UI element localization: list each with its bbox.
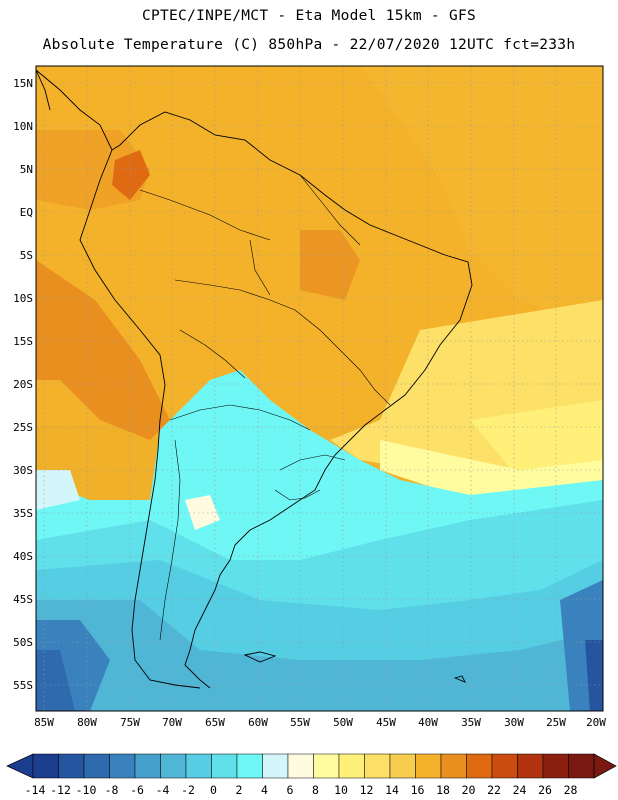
lat-label: 5S [20, 249, 33, 262]
lon-label: 35W [461, 716, 481, 729]
lon-label: 45W [376, 716, 396, 729]
colorbar-swatch [58, 753, 85, 779]
colorbar-label: -4 [156, 783, 170, 797]
colorbar-arrow-high [593, 753, 617, 779]
colorbar-label: 6 [287, 783, 294, 797]
colorbar-swatch [568, 753, 595, 779]
colorbar-swatch [262, 753, 289, 779]
colorbar-label: -8 [105, 783, 119, 797]
lat-label: 20S [13, 378, 33, 391]
lat-label: 15N [13, 77, 33, 90]
colorbar-label: 12 [360, 783, 374, 797]
colorbar-swatch [542, 753, 569, 779]
colorbar-label: 2 [236, 783, 243, 797]
lon-label: 85W [34, 716, 54, 729]
colorbar-label: 20 [462, 783, 476, 797]
map-title-line2: Absolute Temperature (C) 850hPa - 22/07/… [42, 37, 576, 53]
colorbar-label: -14 [25, 783, 46, 797]
lat-label: 15S [13, 335, 33, 348]
colorbar-swatch [389, 753, 416, 779]
lon-label: 30W [504, 716, 524, 729]
map-title-line1: CPTEC/INPE/MCT - Eta Model 15km - GFS [141, 8, 477, 24]
colorbar-label: -6 [130, 783, 144, 797]
colorbar-label: 8 [312, 783, 319, 797]
lat-label: 50S [13, 636, 33, 649]
colorbar [6, 753, 617, 779]
country-borders [139, 174, 391, 641]
colorbar-label: 14 [385, 783, 399, 797]
colorbar-swatch [185, 753, 212, 779]
colorbar-labels: -14 -12 -10 -8 -6 -4 -2 0 2 4 6 8 10 12 14 16 18 20 22 24 26… [25, 783, 578, 797]
lon-label: 70W [162, 716, 182, 729]
lat-label: 40S [13, 550, 33, 563]
colorbar-swatch [134, 753, 161, 779]
colorbar-swatch [364, 753, 391, 779]
lon-label: 55W [290, 716, 310, 729]
lon-label: 75W [120, 716, 140, 729]
map-frame [35, 65, 604, 712]
temperature-field [36, 66, 603, 711]
colorbar-label: 22 [487, 783, 501, 797]
colorbar-swatch [287, 753, 314, 779]
colorbar-label: 0 [210, 783, 217, 797]
lat-label: 5N [20, 163, 33, 176]
lat-label: 45S [13, 593, 33, 606]
colorbar-label: -12 [50, 783, 71, 797]
colorbar-label: 16 [411, 783, 425, 797]
colorbar-label: 26 [538, 783, 552, 797]
colorbar-label: 10 [334, 783, 348, 797]
lat-label: 10N [13, 120, 33, 133]
lat-label: EQ [20, 206, 33, 219]
colorbar-swatch [211, 753, 238, 779]
colorbar-label: -10 [76, 783, 97, 797]
colorbar-swatch [517, 753, 544, 779]
colorbar-swatch [160, 753, 187, 779]
colorbar-swatch [313, 753, 340, 779]
colorbar-arrow-low [6, 753, 34, 779]
colorbar-swatch [236, 753, 263, 779]
lat-label: 30S [13, 464, 33, 477]
colorbar-label: 4 [261, 783, 268, 797]
lon-label: 65W [205, 716, 225, 729]
colorbar-swatch [466, 753, 493, 779]
colorbar-label: 24 [513, 783, 527, 797]
lat-label: 10S [13, 292, 33, 305]
lat-label: 35S [13, 507, 33, 520]
colorbar-swatch [32, 753, 59, 779]
latitude-labels: 15N 10N 5N EQ 5S 10S 15S 20S 25S 30S 35S… [13, 77, 33, 692]
lat-label: 55S [13, 679, 33, 692]
lon-label: 25W [546, 716, 566, 729]
lon-label: 60W [248, 716, 268, 729]
colorbar-label: 18 [436, 783, 450, 797]
lon-label: 50W [333, 716, 353, 729]
longitude-labels: 85W 80W 75W 70W 65W 60W 55W 50W 45W 40W … [34, 716, 606, 729]
lon-label: 20W [586, 716, 606, 729]
colorbar-swatch [440, 753, 467, 779]
lon-label: 40W [418, 716, 438, 729]
colorbar-label: 28 [564, 783, 578, 797]
lat-label: 25S [13, 421, 33, 434]
colorbar-swatch [109, 753, 136, 779]
colorbar-swatch [338, 753, 365, 779]
coastline [36, 69, 473, 689]
lon-label: 80W [77, 716, 97, 729]
colorbar-swatch [491, 753, 518, 779]
colorbar-swatch [83, 753, 110, 779]
colorbar-swatch [415, 753, 442, 779]
colorbar-label: -2 [181, 783, 195, 797]
